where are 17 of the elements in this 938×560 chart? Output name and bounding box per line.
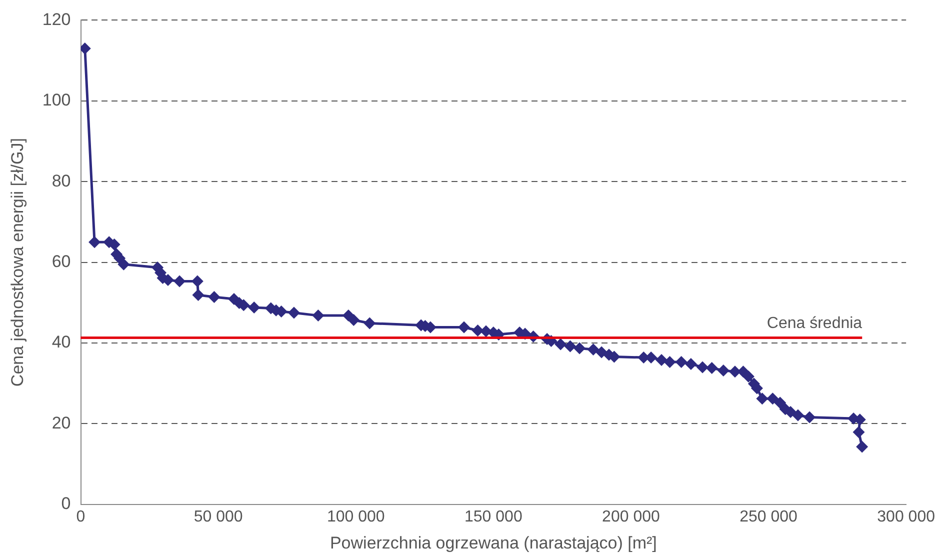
y-tick-label: 0 [61,494,71,514]
y-tick-label: 60 [52,252,71,271]
ref-line-label: Cena średnia [766,315,862,332]
y-tick-label: 20 [52,413,71,432]
x-tick-label: 50 000 [194,508,243,526]
y-tick-label: 40 [52,332,71,352]
x-tick-label: 150 000 [464,508,522,526]
x-tick-label: 300 000 [877,508,936,526]
y-tick-label: 100 [42,90,71,110]
x-tick-label: 250 000 [740,508,798,526]
y-tick-label: 80 [52,171,71,190]
x-tick-label: 100 000 [326,508,385,526]
x-axis-title: Powierzchnia ogrzewana (narastająco) [m²] [330,533,657,552]
y-tick-label: 120 [42,10,71,29]
x-tick-label: 200 000 [602,508,660,526]
y-axis-title: Cena jednostkowa energii [zł/GJ] [8,138,27,387]
x-tick-label: 0 [76,508,86,526]
